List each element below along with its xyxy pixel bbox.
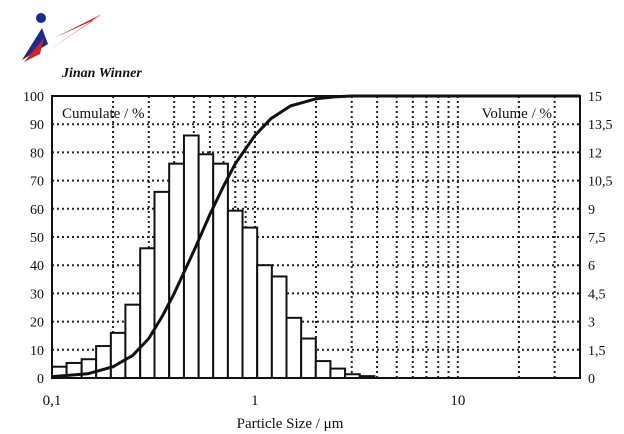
left-tick-label: 60 xyxy=(30,203,44,218)
left-axis-label: Cumulate / % xyxy=(62,106,145,122)
right-tick-label: 9 xyxy=(588,203,595,218)
histogram-bar xyxy=(109,331,127,380)
left-axis-ticks: 0 10 20 30 40 50 60 70 80 90 100 xyxy=(23,90,44,387)
left-tick-label: 0 xyxy=(37,372,44,387)
left-tick-label: 20 xyxy=(30,316,44,331)
histogram-bar xyxy=(270,275,288,380)
histogram-bar xyxy=(300,337,317,379)
histogram-bars xyxy=(51,134,376,380)
x-tick-label: 1 xyxy=(251,393,259,409)
histogram-bar xyxy=(95,345,112,380)
left-tick-label: 100 xyxy=(23,90,44,105)
histogram-bar xyxy=(314,360,332,379)
left-tick-label: 50 xyxy=(30,231,44,246)
right-tick-label: 10,5 xyxy=(588,175,613,190)
logo-wing-red-2 xyxy=(24,38,44,62)
histogram-bar xyxy=(212,162,229,379)
histogram-bar xyxy=(124,303,142,379)
left-tick-label: 30 xyxy=(30,287,44,302)
histogram-bar xyxy=(139,247,156,379)
logo-dot xyxy=(36,13,46,23)
right-tick-label: 13,5 xyxy=(588,118,613,133)
left-tick-label: 10 xyxy=(30,344,44,359)
brand-name: Jinan Winner xyxy=(62,66,142,81)
x-tick-label: 0,1 xyxy=(43,393,62,409)
right-tick-label: 15 xyxy=(588,90,602,105)
right-tick-label: 7,5 xyxy=(588,231,606,246)
left-tick-label: 80 xyxy=(30,146,44,161)
right-axis-label: Volume / % xyxy=(481,106,552,122)
right-tick-label: 6 xyxy=(588,259,595,274)
x-axis-label: Particle Size / μm xyxy=(237,416,344,432)
histogram-bar xyxy=(329,367,347,380)
logo-wing-blue xyxy=(22,28,48,60)
right-tick-label: 4,5 xyxy=(588,287,606,302)
histogram-bar xyxy=(168,162,185,379)
left-tick-label: 70 xyxy=(30,175,44,190)
x-axis-ticks: 0,1 1 10 xyxy=(43,393,466,409)
histogram-bar xyxy=(153,190,171,379)
histogram-bar xyxy=(226,209,244,379)
right-tick-label: 0 xyxy=(588,372,595,387)
left-tick-label: 40 xyxy=(30,259,44,274)
histogram-bar xyxy=(285,316,303,379)
histogram-bar xyxy=(241,226,259,379)
logo-wing-red xyxy=(34,14,102,60)
cumulative-curve xyxy=(51,94,580,379)
brand-logo xyxy=(22,13,102,62)
histogram-bar xyxy=(197,153,215,379)
right-tick-label: 12 xyxy=(588,146,602,161)
left-tick-label: 90 xyxy=(30,118,44,133)
histogram-bar xyxy=(256,264,273,380)
plot-frame xyxy=(51,95,581,379)
right-tick-label: 3 xyxy=(588,316,595,331)
right-axis-ticks: 0 1,5 3 4,5 6 7,5 9 10,5 12 13,5 15 xyxy=(588,90,613,387)
right-tick-label: 1,5 xyxy=(588,344,606,359)
x-tick-label: 10 xyxy=(450,393,465,409)
